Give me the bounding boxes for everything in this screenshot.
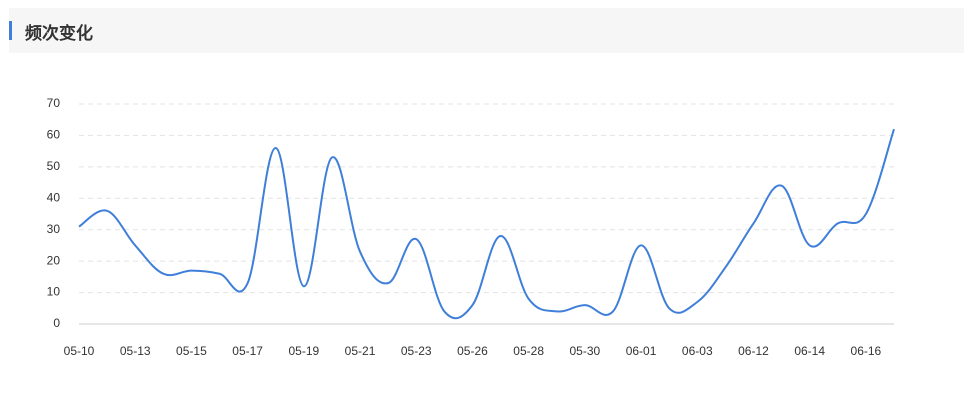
x-tick-label: 05-10	[64, 344, 95, 358]
header: 频次变化	[9, 8, 964, 53]
x-tick-label: 06-16	[851, 344, 882, 358]
x-tick-label: 06-14	[794, 344, 825, 358]
x-tick-label: 06-01	[626, 344, 657, 358]
y-tick-label: 30	[47, 222, 61, 236]
y-tick-label: 50	[47, 159, 61, 173]
x-tick-label: 05-26	[457, 344, 488, 358]
x-tick-label: 05-19	[288, 344, 319, 358]
y-tick-label: 60	[47, 128, 61, 142]
x-tick-label: 05-17	[232, 344, 263, 358]
x-tick-label: 05-21	[345, 344, 376, 358]
x-tick-label: 06-12	[738, 344, 769, 358]
header-marker	[9, 21, 12, 40]
x-tick-label: 05-30	[570, 344, 601, 358]
y-tick-label: 20	[47, 253, 61, 267]
y-tick-label: 0	[53, 316, 60, 330]
x-tick-label: 06-03	[682, 344, 713, 358]
y-tick-label: 40	[47, 190, 61, 204]
header-title: 频次变化	[25, 24, 93, 43]
x-tick-label: 05-15	[176, 344, 207, 358]
y-tick-label: 10	[47, 285, 61, 299]
x-tick-label: 05-13	[120, 344, 151, 358]
y-tick-label: 70	[47, 96, 61, 110]
x-tick-label: 05-28	[513, 344, 544, 358]
x-tick-label: 05-23	[401, 344, 432, 358]
data-line	[78, 128, 895, 320]
